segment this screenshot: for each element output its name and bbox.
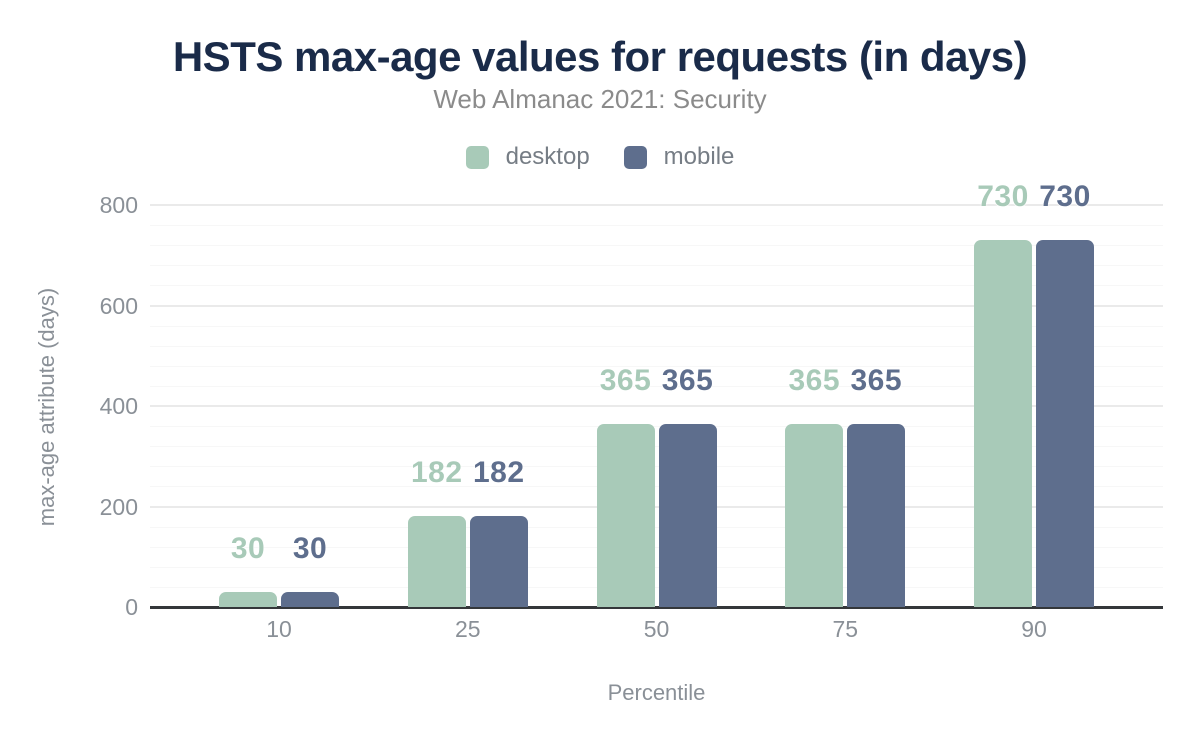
gridline-minor <box>150 586 1163 588</box>
x-tick-label: 75 <box>832 616 859 642</box>
chart-title: HSTS max-age values for requests (in day… <box>172 33 1028 80</box>
gridline-minor <box>150 265 1163 267</box>
gridline-minor <box>150 466 1163 468</box>
gridline-minor <box>150 345 1163 347</box>
gridline-minor <box>150 245 1163 247</box>
plot-area: 30 30 182 182 365 365 365 365 730 730 <box>150 182 1163 609</box>
bar-mobile-p90[interactable] <box>1036 240 1094 607</box>
bar-desktop-p75[interactable] <box>785 423 844 607</box>
gridline-minor <box>150 526 1163 528</box>
gridline-minor <box>150 486 1163 488</box>
gridline-minor <box>150 225 1163 227</box>
bar-mobile-p25[interactable] <box>469 515 528 607</box>
bar-value-label: 730 <box>1039 180 1091 214</box>
bar-value-label: 365 <box>661 363 714 397</box>
legend: desktop mobile <box>0 143 1200 171</box>
legend-item-mobile[interactable]: mobile <box>623 143 735 171</box>
gridline-minor <box>150 566 1163 568</box>
x-axis: 10 25 50 75 90 <box>150 616 1163 646</box>
x-axis-title: Percentile <box>607 680 706 705</box>
bar-mobile-p75[interactable] <box>847 423 906 607</box>
y-tick-label: 600 <box>99 292 138 319</box>
x-tick-label: 25 <box>454 616 481 642</box>
x-tick-label: 50 <box>643 616 670 642</box>
bar-desktop-p25[interactable] <box>407 515 466 607</box>
gridline-minor <box>150 385 1163 387</box>
y-axis: 0 200 400 600 800 <box>0 192 138 620</box>
gridline-major <box>150 505 1163 508</box>
gridline-minor <box>150 285 1163 287</box>
bar-mobile-p10[interactable] <box>281 591 339 607</box>
y-tick-label: 800 <box>99 192 138 218</box>
bar-value-label: 365 <box>599 363 652 397</box>
y-tick-label: 0 <box>125 594 138 620</box>
gridline-minor <box>150 325 1163 327</box>
gridline-minor <box>150 546 1163 548</box>
bar-value-label: 30 <box>292 531 328 565</box>
bar-desktop-p50[interactable] <box>596 423 655 607</box>
bar-value-label: 365 <box>788 363 841 397</box>
x-tick-label: 90 <box>1021 616 1047 642</box>
gridline-minor <box>150 426 1163 428</box>
y-tick-label: 400 <box>99 393 138 419</box>
legend-swatch-mobile <box>623 145 647 169</box>
y-tick-label: 200 <box>99 493 138 520</box>
bar-value-label: 182 <box>410 455 463 489</box>
bar-value-label: 365 <box>850 363 903 397</box>
bar-mobile-p50[interactable] <box>658 423 717 607</box>
gridline-major <box>150 405 1163 407</box>
x-axis-line <box>150 606 1163 609</box>
bar-desktop-p10[interactable] <box>219 591 277 607</box>
legend-item-desktop[interactable]: desktop <box>465 143 590 171</box>
gridline-minor <box>150 365 1163 367</box>
gridline-minor <box>150 446 1163 448</box>
legend-label: desktop <box>505 143 590 170</box>
gridline-major <box>150 304 1163 307</box>
bar-value-label: 182 <box>472 455 525 489</box>
chart-subtitle: Web Almanac 2021: Security <box>433 84 767 114</box>
bar-desktop-p90[interactable] <box>974 240 1032 607</box>
bar-value-label: 730 <box>977 180 1029 214</box>
bar-value-label: 30 <box>230 531 266 565</box>
x-tick-label: 10 <box>266 616 292 642</box>
legend-label: mobile <box>663 143 735 170</box>
gridline-major <box>150 204 1163 206</box>
legend-swatch-desktop <box>465 145 489 169</box>
